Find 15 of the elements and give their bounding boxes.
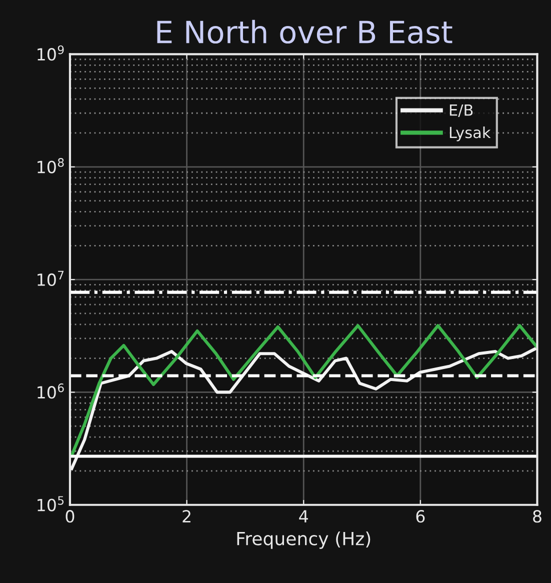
x-tick-label: 8: [533, 510, 542, 523]
y-tick-label: 10$^{8}$: [38, 158, 64, 174]
chart-title: E North over B East: [157, 20, 452, 44]
y-tick-label: 10$^{6}$: [38, 383, 64, 399]
x-tick-label: 0: [66, 510, 74, 523]
x-tick-label: 2: [182, 510, 190, 522]
y-tick-label: 10$^{9}$: [38, 45, 64, 61]
legend-label: Lysak: [450, 126, 491, 142]
y-tick-label: 10$^{5}$: [38, 496, 64, 512]
x-tick-label: 4: [299, 510, 308, 522]
y-tick-label: 10$^{7}$: [38, 270, 64, 286]
x-axis-title: Frequency (Hz): [237, 531, 370, 549]
line-series: [70, 324, 538, 457]
legend-label: E/B: [450, 104, 473, 118]
x-tick-label: 6: [416, 510, 425, 523]
